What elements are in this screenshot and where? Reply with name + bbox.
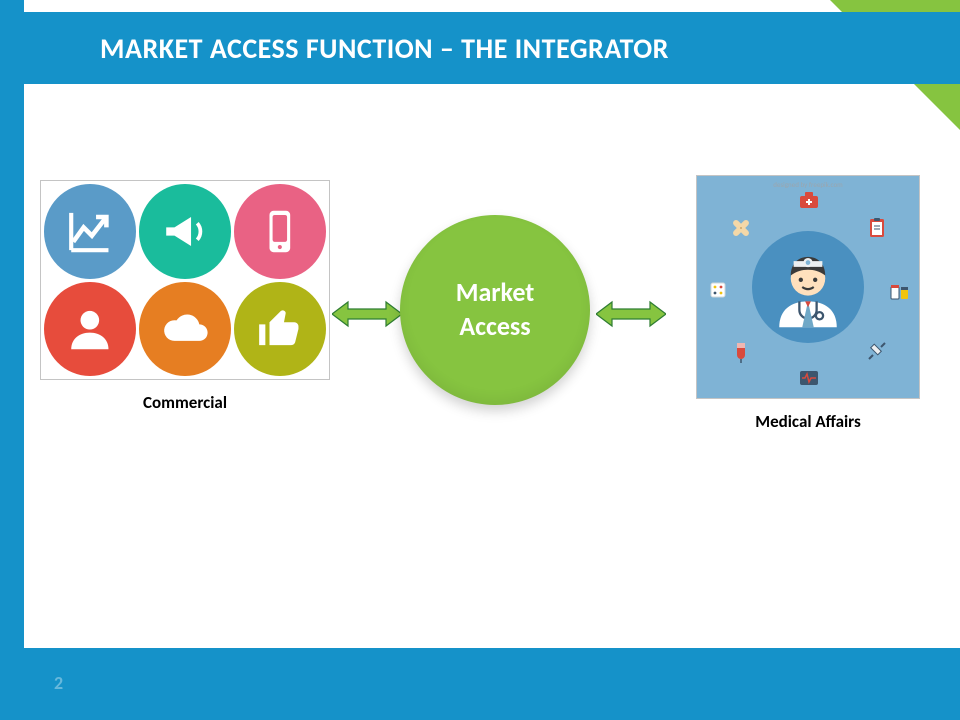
footer-bar (0, 630, 960, 720)
arrow-right (596, 300, 666, 328)
market-access-bubble: MarketAccess (400, 215, 590, 405)
monitor-icon (797, 366, 821, 390)
thumbs-up-icon (234, 282, 326, 377)
medical-panel: designed by freepik.com (696, 175, 920, 399)
left-stripe (0, 0, 24, 720)
commercial-box: Commercial (40, 180, 330, 405)
arrow-left (332, 300, 402, 328)
clipboard-icon (865, 216, 889, 240)
doctor-wrap (752, 231, 864, 343)
slide-title: MARKET ACCESS FUNCTION – THE INTEGRATOR (100, 31, 669, 66)
header-bar: MARKET ACCESS FUNCTION – THE INTEGRATOR (0, 12, 960, 84)
phone-icon (234, 184, 326, 279)
commercial-caption: Commercial (40, 392, 330, 413)
doctor-circle (752, 231, 864, 343)
person-icon (44, 282, 136, 377)
medicine-icon (887, 279, 911, 303)
megaphone-icon (139, 184, 231, 279)
medical-caption: Medical Affairs (696, 411, 920, 432)
page-number: 2 (54, 672, 63, 694)
commercial-icon-grid (40, 180, 330, 380)
blood-bag-icon (729, 339, 753, 363)
medkit-icon (797, 188, 821, 212)
slide: MARKET ACCESS FUNCTION – THE INTEGRATOR (0, 0, 960, 720)
syringe-icon (865, 339, 889, 363)
content-area: Commercial MarketAccess designed by free… (40, 130, 920, 560)
chart-icon (44, 184, 136, 279)
cloud-icon (139, 282, 231, 377)
pills-icon (707, 279, 731, 303)
medical-box: designed by freepik.com (696, 175, 920, 432)
bubble-text: MarketAccess (456, 276, 535, 344)
doctor-icon (762, 241, 854, 333)
bandage-icon (729, 216, 753, 240)
